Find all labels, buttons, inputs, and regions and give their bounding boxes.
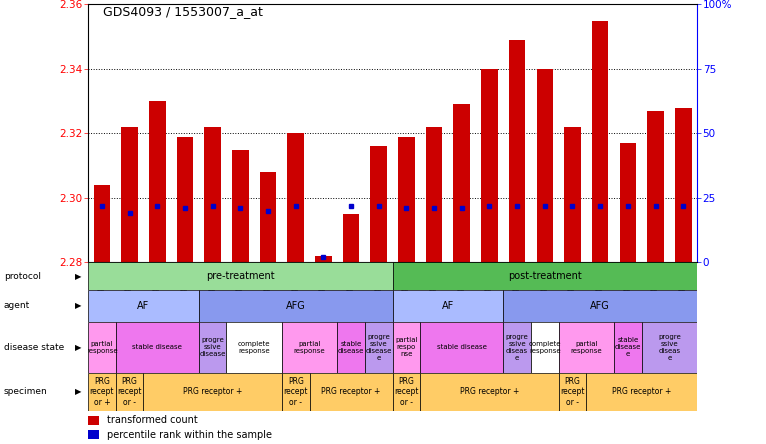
Bar xyxy=(393,322,421,373)
Bar xyxy=(309,373,393,411)
Text: PRG
recept
or -: PRG recept or - xyxy=(117,377,142,407)
Bar xyxy=(426,127,443,262)
Bar xyxy=(558,373,586,411)
Text: PRG
recept
or +: PRG recept or + xyxy=(90,377,114,407)
Text: agent: agent xyxy=(4,301,30,310)
Text: progre
ssive
disease: progre ssive disease xyxy=(199,337,226,357)
Bar xyxy=(88,290,199,322)
Bar xyxy=(586,373,697,411)
Text: PRG receptor +: PRG receptor + xyxy=(460,387,519,396)
Bar xyxy=(337,322,365,373)
Bar xyxy=(398,137,414,262)
Text: ▶: ▶ xyxy=(76,301,82,310)
Text: progre
ssive
diseas
e: progre ssive diseas e xyxy=(658,334,681,361)
Text: PRG
recept
or -: PRG recept or - xyxy=(283,377,308,407)
Bar xyxy=(260,172,277,262)
Bar xyxy=(371,147,387,262)
Bar xyxy=(365,322,392,373)
Text: partial
response: partial response xyxy=(293,341,326,354)
Bar xyxy=(149,101,165,262)
Bar xyxy=(315,256,332,262)
Text: PRG receptor +: PRG receptor + xyxy=(183,387,242,396)
Text: post-treatment: post-treatment xyxy=(508,271,581,281)
Bar xyxy=(393,262,697,290)
Text: specimen: specimen xyxy=(4,387,47,396)
Bar xyxy=(143,373,282,411)
Bar xyxy=(232,150,249,262)
Bar xyxy=(421,322,503,373)
Text: disease state: disease state xyxy=(4,343,64,352)
Bar xyxy=(675,107,692,262)
Text: PRG
recept
or -: PRG recept or - xyxy=(394,377,419,407)
Text: stable disease: stable disease xyxy=(437,345,486,350)
Text: GDS4093 / 1553007_a_at: GDS4093 / 1553007_a_at xyxy=(103,5,264,18)
Text: AF: AF xyxy=(442,301,454,311)
Text: ▶: ▶ xyxy=(76,272,82,281)
Bar xyxy=(88,430,99,440)
Bar xyxy=(503,290,697,322)
Text: AFG: AFG xyxy=(591,301,610,311)
Text: AF: AF xyxy=(137,301,149,311)
Bar xyxy=(614,322,642,373)
Bar xyxy=(620,143,636,262)
Text: partial
respo
nse: partial respo nse xyxy=(395,337,417,357)
Text: stable
disease: stable disease xyxy=(338,341,365,354)
Bar xyxy=(287,134,304,262)
Bar xyxy=(88,416,99,425)
Bar xyxy=(565,127,581,262)
Bar xyxy=(647,111,664,262)
Bar xyxy=(558,322,614,373)
Text: partial
response: partial response xyxy=(571,341,602,354)
Text: ▶: ▶ xyxy=(76,387,82,396)
Bar xyxy=(205,127,221,262)
Bar xyxy=(453,104,470,262)
Text: ▶: ▶ xyxy=(76,343,82,352)
Bar xyxy=(642,322,697,373)
Bar xyxy=(536,69,553,262)
Bar xyxy=(227,322,282,373)
Bar xyxy=(88,373,116,411)
Text: complete
response: complete response xyxy=(238,341,270,354)
Text: PRG
recept
or -: PRG recept or - xyxy=(560,377,584,407)
Bar xyxy=(509,40,525,262)
Bar xyxy=(282,322,337,373)
Text: stable
disease
e: stable disease e xyxy=(614,337,641,357)
Bar xyxy=(393,290,503,322)
Text: protocol: protocol xyxy=(4,272,41,281)
Text: PRG receptor +: PRG receptor + xyxy=(322,387,381,396)
Text: percentile rank within the sample: percentile rank within the sample xyxy=(107,430,272,440)
Bar xyxy=(199,322,227,373)
Text: progre
ssive
disease
e: progre ssive disease e xyxy=(365,334,392,361)
Text: transformed count: transformed count xyxy=(107,416,198,425)
Bar xyxy=(177,137,193,262)
Text: pre-treatment: pre-treatment xyxy=(206,271,275,281)
Bar xyxy=(421,373,558,411)
Bar xyxy=(592,20,608,262)
Bar xyxy=(282,373,309,411)
Bar xyxy=(531,322,558,373)
Bar xyxy=(116,322,199,373)
Bar xyxy=(88,262,393,290)
Text: partial
response: partial response xyxy=(86,341,118,354)
Text: AFG: AFG xyxy=(286,301,306,311)
Bar xyxy=(393,373,421,411)
Bar xyxy=(93,185,110,262)
Bar xyxy=(199,290,393,322)
Text: complete
response: complete response xyxy=(529,341,561,354)
Bar xyxy=(342,214,359,262)
Text: stable disease: stable disease xyxy=(133,345,182,350)
Bar xyxy=(503,322,531,373)
Text: PRG receptor +: PRG receptor + xyxy=(612,387,671,396)
Bar xyxy=(481,69,498,262)
Text: progre
ssive
diseas
e: progre ssive diseas e xyxy=(506,334,529,361)
Bar xyxy=(88,322,116,373)
Bar xyxy=(116,373,143,411)
Bar xyxy=(121,127,138,262)
